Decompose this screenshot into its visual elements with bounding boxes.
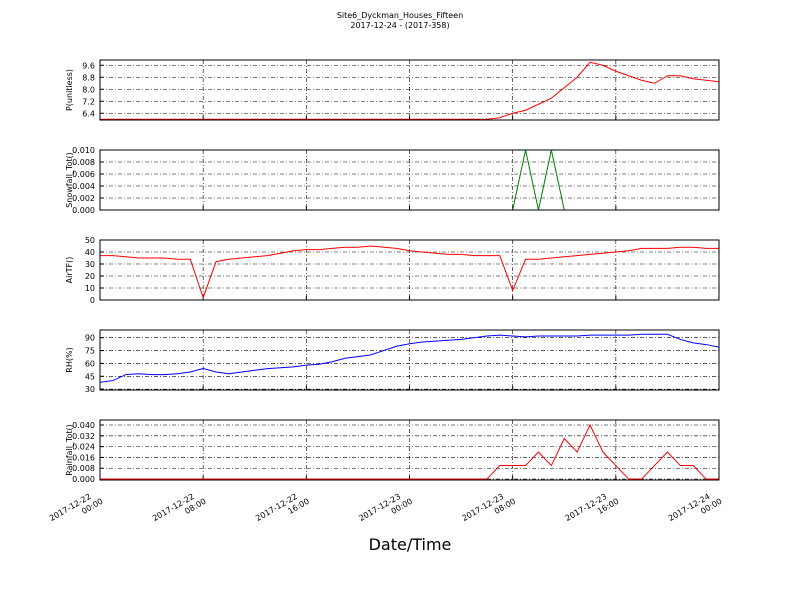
chart-title: Site6_Dyckman_Houses_Fifteen bbox=[337, 11, 463, 20]
axes-frame bbox=[99, 419, 720, 481]
y-tick-label: 0.002 bbox=[72, 194, 95, 203]
axes-frame bbox=[99, 239, 720, 301]
y-axis-label: P(unitless) bbox=[65, 69, 74, 111]
y-axis-label: Rainfall_Tot() bbox=[65, 424, 74, 476]
x-tick-label: 2017-12-2316:00 bbox=[564, 488, 621, 532]
chart-subtitle: 2017-12-24 - (2017-358) bbox=[350, 21, 449, 30]
y-tick-label: 30 bbox=[85, 385, 95, 394]
y-tick-label: 40 bbox=[85, 248, 95, 257]
y-tick-label: 0.000 bbox=[72, 475, 95, 484]
y-tick-label: 0.010 bbox=[72, 146, 95, 155]
line-series bbox=[100, 423, 719, 480]
axes-frame bbox=[99, 59, 720, 121]
y-tick-label: 0.032 bbox=[72, 432, 95, 441]
axes-frame bbox=[99, 149, 720, 211]
y-tick-label: 7.2 bbox=[82, 97, 95, 106]
y-tick-label: 0.040 bbox=[72, 421, 95, 430]
line-series bbox=[100, 61, 720, 120]
y-tick-label: 0.016 bbox=[72, 453, 95, 462]
y-tick-label: 75 bbox=[85, 347, 95, 356]
y-axis-label: AirTF() bbox=[65, 257, 74, 284]
x-tick-label: 2017-12-2400:00 bbox=[667, 488, 724, 532]
y-tick-label: 0.024 bbox=[72, 443, 95, 452]
y-tick-label: 30 bbox=[85, 260, 95, 269]
y-tick-label: 0.006 bbox=[72, 170, 95, 179]
x-tick-label: 2017-12-2200:00 bbox=[48, 488, 105, 532]
x-tick-label: 2017-12-2216:00 bbox=[254, 488, 311, 532]
y-tick-label: 0.008 bbox=[72, 464, 95, 473]
x-axis-label: Date/Time bbox=[369, 535, 452, 554]
x-tick-label: 2017-12-2308:00 bbox=[461, 488, 518, 532]
y-tick-label: 0.000 bbox=[72, 206, 95, 215]
x-tick-label: 2017-12-2208:00 bbox=[151, 488, 208, 532]
line-series bbox=[99, 333, 720, 383]
y-axis-label: RH(%) bbox=[65, 347, 74, 372]
y-axis-label: Snowfall_Tot() bbox=[65, 152, 74, 208]
y-tick-label: 0.004 bbox=[72, 182, 95, 191]
y-tick-label: 50 bbox=[85, 236, 95, 245]
y-tick-label: 9.6 bbox=[82, 61, 95, 70]
y-tick-label: 60 bbox=[85, 359, 95, 368]
y-tick-label: 10 bbox=[85, 284, 95, 293]
y-tick-label: 45 bbox=[85, 372, 95, 381]
y-tick-label: 0 bbox=[90, 296, 95, 305]
y-tick-label: 0.008 bbox=[72, 158, 95, 167]
axes-frame bbox=[99, 329, 720, 391]
y-tick-label: 90 bbox=[85, 334, 95, 343]
x-tick-label: 2017-12-2300:00 bbox=[357, 488, 414, 532]
y-tick-label: 6.4 bbox=[82, 109, 95, 118]
y-tick-label: 8.8 bbox=[82, 73, 95, 82]
y-tick-label: 20 bbox=[85, 272, 95, 281]
y-tick-label: 8.0 bbox=[82, 85, 95, 94]
line-series bbox=[100, 245, 719, 300]
